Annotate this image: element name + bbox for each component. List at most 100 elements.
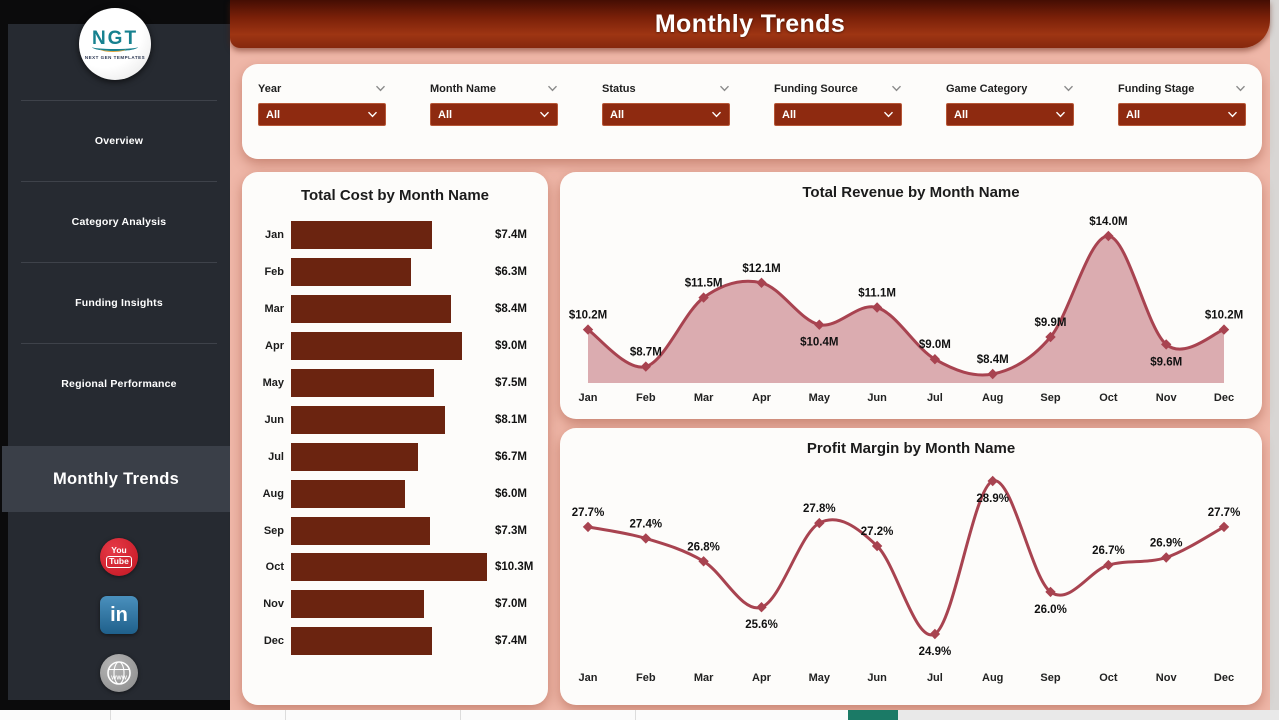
x-axis-label: Sep <box>1040 672 1060 684</box>
website-globe-icon[interactable]: WWW <box>100 654 138 692</box>
page-title: Monthly Trends <box>654 9 846 38</box>
x-axis-label: Dec <box>1214 392 1234 404</box>
x-axis-label: Sep <box>1040 392 1060 404</box>
data-point-oct[interactable] <box>1103 559 1114 571</box>
filter-selected-value: All <box>1126 108 1141 121</box>
chevron-down-icon <box>547 85 558 92</box>
bar[interactable] <box>291 516 430 545</box>
bar-category-label: Apr <box>265 340 284 353</box>
filter-label-row: Funding Source <box>774 81 902 96</box>
bar-row-dec: Dec $7.4M <box>252 623 538 660</box>
svg-text:WWW: WWW <box>111 676 128 682</box>
bar[interactable] <box>291 590 425 619</box>
bar-category-label: Jan <box>265 229 284 242</box>
bar-category-label: Mar <box>264 303 284 316</box>
data-point-jun[interactable] <box>871 540 883 552</box>
filter-dropdown-game-category[interactable]: All <box>946 103 1074 126</box>
sidebar-item-overview[interactable]: Overview <box>94 135 144 147</box>
bar-row-aug: Aug $6.0M <box>252 475 538 512</box>
filter-status: Status All <box>602 81 730 159</box>
x-axis-label: Feb <box>636 672 656 684</box>
sidebar-item-funding-insights[interactable]: Funding Insights <box>75 297 163 309</box>
x-axis-label: Mar <box>694 672 714 684</box>
bar-row-may: May $7.5M <box>252 365 538 402</box>
filter-label: Status <box>602 82 636 95</box>
bar-value-label: $10.3M <box>495 561 534 574</box>
chevron-down-icon <box>539 111 550 118</box>
data-point-nov[interactable] <box>1161 552 1172 563</box>
data-point-sep[interactable] <box>1045 331 1056 343</box>
bar-category-label: Dec <box>263 635 284 648</box>
data-point-sep[interactable] <box>1045 586 1056 598</box>
data-point-jul[interactable] <box>929 354 941 365</box>
bar-row-apr: Apr $9.0M <box>252 328 538 365</box>
nav-divider <box>21 181 217 182</box>
bar-value-label: $7.4M <box>495 635 527 648</box>
sidebar: NGT NEXT GEN TEMPLATES Overview Category … <box>0 0 230 710</box>
bar[interactable] <box>291 553 487 582</box>
filter-label-row: Funding Stage <box>1118 81 1246 96</box>
x-axis-label: Jun <box>867 672 887 684</box>
chevron-down-icon <box>1055 111 1066 118</box>
x-axis-label: Nov <box>1156 392 1178 404</box>
bar[interactable] <box>291 405 446 434</box>
bar-row-jun: Jun $8.1M <box>252 401 538 438</box>
filter-dropdown-funding-stage[interactable]: All <box>1118 103 1246 126</box>
filter-dropdown-funding-source[interactable]: All <box>774 103 902 126</box>
filter-game-category: Game Category All <box>946 81 1074 159</box>
bar-category-label: Aug <box>262 487 284 500</box>
bar-value-label: $6.0M <box>495 487 527 500</box>
data-point-nov[interactable] <box>1161 339 1172 350</box>
bar[interactable] <box>291 479 406 508</box>
data-point-jun[interactable] <box>871 302 883 313</box>
data-point-jan[interactable] <box>582 521 594 533</box>
youtube-icon[interactable]: You Tube <box>100 538 138 576</box>
filter-year: Year All <box>258 81 386 159</box>
bar[interactable] <box>291 295 451 324</box>
bar[interactable] <box>291 332 463 361</box>
bar[interactable] <box>291 442 419 471</box>
revenue-area-chart[interactable]: $10.2M Jan $8.7M Feb $11.5M Mar $12.1M Apr $10.4… <box>560 209 1262 414</box>
nav-divider <box>21 343 217 344</box>
bar[interactable] <box>291 369 434 397</box>
sidebar-item-monthly-trends[interactable]: Monthly Trends <box>2 446 230 512</box>
data-label: $14.0M <box>1089 216 1127 228</box>
data-point-feb[interactable] <box>640 533 651 544</box>
data-point-apr[interactable] <box>756 602 767 613</box>
sidebar-nav: Overview Category Analysis Funding Insight… <box>2 100 230 512</box>
filter-dropdown-status[interactable]: All <box>602 103 730 126</box>
bar[interactable] <box>291 221 432 250</box>
chevron-down-icon <box>711 111 722 118</box>
data-point-aug[interactable] <box>987 368 998 380</box>
sidebar-item-regional-performance[interactable]: Regional Performance <box>61 378 177 390</box>
data-point-jul[interactable] <box>929 628 941 640</box>
bar-row-nov: Nov $7.0M <box>252 586 538 623</box>
filter-dropdown-month-name[interactable]: All <box>430 103 558 126</box>
bar-row-sep: Sep $7.3M <box>252 512 538 549</box>
bar[interactable] <box>291 258 411 287</box>
bar-track <box>291 365 487 402</box>
filter-label-row: Month Name <box>430 81 558 96</box>
filter-label-row: Status <box>602 81 730 96</box>
profit-line-chart[interactable]: 27.7% Jan 27.4% Feb 26.8% Mar 25.6% Apr 27.8% May… <box>560 465 1262 700</box>
chevron-down-icon <box>719 85 730 92</box>
data-point-apr[interactable] <box>756 277 767 288</box>
bar[interactable] <box>291 627 432 656</box>
bar-value-label: $6.3M <box>495 266 527 279</box>
active-page-tab[interactable] <box>848 710 898 720</box>
filter-dropdown-year[interactable]: All <box>258 103 386 126</box>
linkedin-icon[interactable]: in <box>100 596 138 634</box>
filter-selected-value: All <box>610 108 625 121</box>
filter-funding-stage: Funding Stage All <box>1118 81 1246 159</box>
linkedin-icon-text: in <box>110 603 128 626</box>
sidebar-item-category-analysis[interactable]: Category Analysis <box>71 216 167 228</box>
data-label: $9.6M <box>1150 356 1182 368</box>
data-point-dec[interactable] <box>1218 521 1230 533</box>
data-label: 26.9% <box>1150 538 1183 550</box>
data-point-aug[interactable] <box>987 475 998 487</box>
filter-bar: Year All Month Name All Status All Fundi… <box>242 64 1262 159</box>
x-axis-label: Aug <box>982 672 1003 684</box>
x-axis-label: Oct <box>1099 672 1118 684</box>
data-point-dec[interactable] <box>1218 324 1230 335</box>
data-point-jan[interactable] <box>582 324 594 335</box>
